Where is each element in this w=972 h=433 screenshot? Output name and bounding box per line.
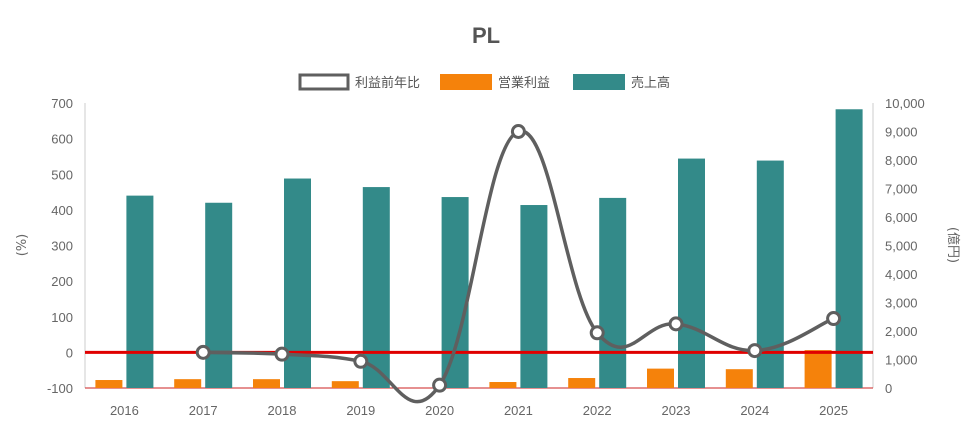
legend: 利益前年比 営業利益 売上高 [298, 73, 670, 91]
y-right-tick-label: 3,000 [885, 296, 918, 311]
bar-operating-profit [647, 368, 674, 388]
x-tick-label: 2017 [189, 403, 218, 418]
profit-yoy-point [826, 311, 842, 327]
y-left-tick-label: 0 [66, 345, 73, 360]
profit-yoy-point [274, 346, 290, 362]
y-axis-right-label: (億円) [945, 227, 961, 263]
y-left-tick-label: 200 [51, 274, 73, 289]
x-tick-label: 2018 [268, 403, 297, 418]
x-tick-label: 2019 [346, 403, 375, 418]
x-tick-label: 2025 [819, 403, 848, 418]
y-axis-left-label: (%) [15, 234, 30, 257]
legend-swatch-operating-profit [440, 74, 492, 90]
profit-yoy-point [747, 343, 763, 359]
legend-label: 営業利益 [498, 75, 550, 91]
x-tick-label: 2021 [504, 403, 533, 418]
line-series [195, 124, 842, 404]
profit-yoy-point [510, 124, 526, 139]
bar-operating-profit [174, 379, 202, 388]
x-tick-label: 2020 [425, 403, 454, 418]
y-right-tick-label: 10,000 [885, 96, 925, 111]
legend-label: 利益前年比 [355, 75, 420, 91]
bar-operating-profit [725, 369, 753, 388]
legend-label: 売上高 [631, 75, 670, 91]
legend-swatch-profit-yoy [298, 73, 350, 91]
bar-sales [362, 187, 390, 388]
y-right-tick-label: 5,000 [885, 239, 918, 254]
bar-operating-profit [95, 380, 123, 388]
y-left-tick-label: 400 [51, 203, 73, 218]
profit-yoy-point [589, 325, 605, 341]
bar-operating-profit [489, 382, 517, 388]
y-right-tick-label: 7,000 [885, 182, 918, 197]
y-left-tick-label: 500 [51, 167, 73, 182]
legend-swatch-sales [573, 74, 625, 90]
y-right-tick-label: 0 [885, 381, 892, 396]
y-left-tick-label: 700 [51, 96, 73, 111]
x-tick-label: 2022 [583, 403, 612, 418]
y-right-tick-label: 8,000 [885, 153, 918, 168]
bar-sales [441, 197, 469, 388]
y-left-tick-label: 300 [51, 239, 73, 254]
bar-sales [835, 109, 863, 389]
bar-sales [678, 158, 705, 388]
y-right-tick-label: 9,000 [885, 125, 918, 140]
y-left-tick-label: -100 [47, 381, 73, 396]
profit-yoy-point [432, 377, 448, 393]
bar-sales [205, 202, 233, 388]
bar-operating-profit [253, 379, 280, 388]
y-right-tick-label: 1,000 [885, 353, 918, 368]
chart-title: PL [472, 23, 500, 48]
axes: -100 0 100 200 300 400 500 600 700 0 1,000 2,000 3,0… [47, 96, 925, 418]
x-tick-label: 2024 [740, 403, 769, 418]
y-right-tick-label: 2,000 [885, 324, 918, 339]
profit-yoy-point [668, 316, 684, 332]
y-left-tick-label: 100 [51, 310, 73, 325]
bar-sales [520, 205, 548, 388]
y-right-tick-label: 4,000 [885, 267, 918, 282]
x-tick-label: 2023 [662, 403, 691, 418]
profit-yoy-point [195, 344, 211, 360]
bar-operating-profit [331, 381, 359, 388]
y-left-tick-label: 600 [51, 132, 73, 147]
profit-yoy-point [353, 353, 369, 369]
bar-sales [599, 197, 627, 388]
x-tick-label: 2016 [110, 403, 139, 418]
bar-operating-profit [568, 378, 596, 388]
bars [95, 109, 863, 389]
y-right-tick-label: 6,000 [885, 210, 918, 225]
bar-operating-profit [804, 350, 832, 388]
bar-sales [126, 195, 154, 388]
